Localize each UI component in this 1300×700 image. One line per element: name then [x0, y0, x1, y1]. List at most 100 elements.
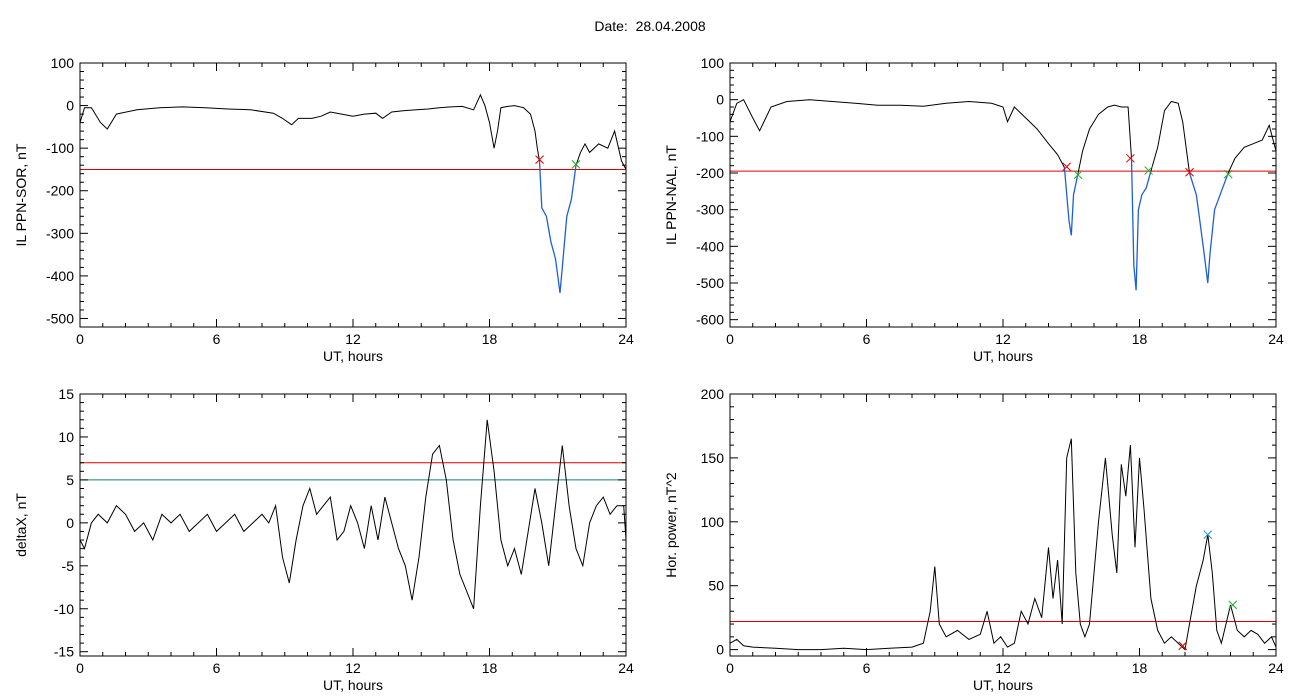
page-title: Date: 28.04.2008	[0, 18, 1300, 34]
plot-frame	[729, 62, 1277, 328]
y-tick-label: 15	[58, 386, 74, 402]
y-tick-label: -400	[696, 238, 724, 254]
y-tick-label: -200	[46, 183, 74, 199]
x-tick-label: 24	[618, 660, 634, 676]
x-marker	[535, 155, 544, 165]
x-marker-stroke	[1228, 600, 1238, 610]
y-axis-label: IL PPN-SOR, nT	[13, 143, 29, 246]
data-series-line	[79, 93, 540, 161]
x-tick-label: 0	[726, 660, 734, 676]
plot-frame	[729, 393, 1277, 657]
y-tick-label: 100	[51, 55, 75, 71]
x-tick-label: 12	[995, 331, 1011, 347]
x-axis-label: UT, hours	[323, 677, 383, 693]
x-tick-label: 24	[1268, 660, 1284, 676]
y-tick-label: -5	[62, 558, 75, 574]
y-tick-label: 100	[701, 514, 725, 530]
x-marker-stroke	[1144, 166, 1153, 175]
x-tick-label: 18	[1132, 331, 1148, 347]
x-tick-label: 24	[618, 331, 634, 347]
data-series-line	[1227, 123, 1277, 174]
x-tick-label: 18	[482, 660, 498, 676]
data-series-line	[1150, 100, 1190, 174]
x-marker-stroke	[1203, 530, 1213, 539]
x-marker	[1228, 600, 1238, 610]
data-series-line	[1077, 104, 1132, 174]
x-tick-label: 18	[1132, 660, 1148, 676]
y-tick-label: -500	[46, 310, 74, 326]
y-tick-label: 0	[66, 515, 74, 531]
x-marker-stroke	[535, 155, 544, 165]
y-tick-label: -300	[696, 202, 724, 218]
y-axis-label: IL PPN-NAL, nT	[663, 145, 679, 245]
date-value: 28.04.2008	[635, 18, 706, 34]
x-marker	[1178, 641, 1188, 651]
x-axis-label: UT, hours	[323, 348, 383, 364]
data-series-line	[729, 438, 1277, 651]
x-axis-label: UT, hours	[973, 348, 1033, 364]
y-tick-label: 5	[66, 472, 74, 488]
x-tick-label: 6	[863, 660, 871, 676]
data-series-line	[729, 99, 1065, 168]
x-marker	[1073, 170, 1083, 180]
x-tick-label: 12	[345, 331, 361, 347]
y-tick-label: 0	[716, 92, 724, 108]
y-tick-label: 150	[701, 450, 725, 466]
x-tick-label: 24	[1268, 331, 1284, 347]
x-tick-label: 0	[76, 331, 84, 347]
x-tick-label: 6	[213, 660, 221, 676]
x-tick-label: 0	[726, 331, 734, 347]
y-axis-label: Hor. power, nT^2	[663, 472, 679, 578]
chart-panel-bottom-left: 0 6 12 18 24 15 10 5 0 -5 -10 -15 UT, hours deltaX, n…	[13, 386, 634, 693]
x-marker-stroke	[1178, 641, 1188, 651]
x-marker-stroke	[1062, 162, 1072, 172]
data-series-line	[575, 129, 627, 170]
y-tick-label: 0	[66, 98, 74, 114]
x-tick-label: 12	[995, 660, 1011, 676]
y-tick-label: -600	[696, 312, 724, 328]
chart-panel-bottom-right: 0 6 12 18 24 200 150 100 50 0 UT, hours Hor. power,…	[663, 386, 1284, 693]
y-tick-label: -200	[696, 165, 724, 181]
x-marker	[1185, 167, 1194, 177]
y-tick-label: -100	[696, 128, 724, 144]
x-axis-label: UT, hours	[973, 677, 1033, 693]
y-tick-label: -10	[54, 601, 74, 617]
y-tick-label: 100	[701, 55, 725, 71]
x-marker-stroke	[1073, 170, 1083, 180]
y-axis-label: deltaX, nT	[13, 493, 29, 557]
data-series-line	[1063, 167, 1079, 236]
x-marker	[1126, 153, 1135, 163]
x-tick-label: 18	[482, 331, 498, 347]
chart-panel-top-left: 0 6 12 18 24 100 0 -100 -200 -300 -400 -500 UT, hour…	[13, 55, 634, 364]
y-tick-label: -400	[46, 268, 74, 284]
x-marker	[1203, 530, 1213, 539]
y-tick-label: 10	[58, 429, 74, 445]
x-tick-label: 6	[863, 331, 871, 347]
data-series-line	[1188, 172, 1229, 284]
plot-frame	[79, 62, 627, 328]
x-marker-stroke	[1223, 169, 1233, 179]
x-tick-label: 12	[345, 660, 361, 676]
y-tick-label: 0	[716, 642, 724, 658]
data-series-line	[79, 419, 627, 609]
x-marker-stroke	[1126, 153, 1135, 163]
x-marker	[571, 159, 581, 169]
y-tick-label: -500	[696, 275, 724, 291]
x-marker	[1223, 169, 1233, 179]
y-tick-label: 50	[708, 578, 724, 594]
date-label: Date:	[594, 18, 628, 34]
data-series-line	[1130, 158, 1152, 291]
x-marker-stroke	[1185, 167, 1194, 177]
y-tick-label: -15	[54, 644, 74, 660]
chart-panel-top-right: 0 6 12 18 24 100 0 -100 -200 -300 -400 -500 -600 UT, …	[663, 55, 1284, 364]
x-marker	[1144, 166, 1153, 175]
x-marker-stroke	[571, 159, 581, 169]
x-tick-label: 0	[76, 660, 84, 676]
y-tick-label: 200	[701, 386, 725, 402]
y-tick-label: -300	[46, 225, 74, 241]
y-tick-label: -100	[46, 140, 74, 156]
plot-frame	[79, 393, 627, 657]
x-tick-label: 6	[213, 331, 221, 347]
x-marker	[1062, 162, 1072, 172]
